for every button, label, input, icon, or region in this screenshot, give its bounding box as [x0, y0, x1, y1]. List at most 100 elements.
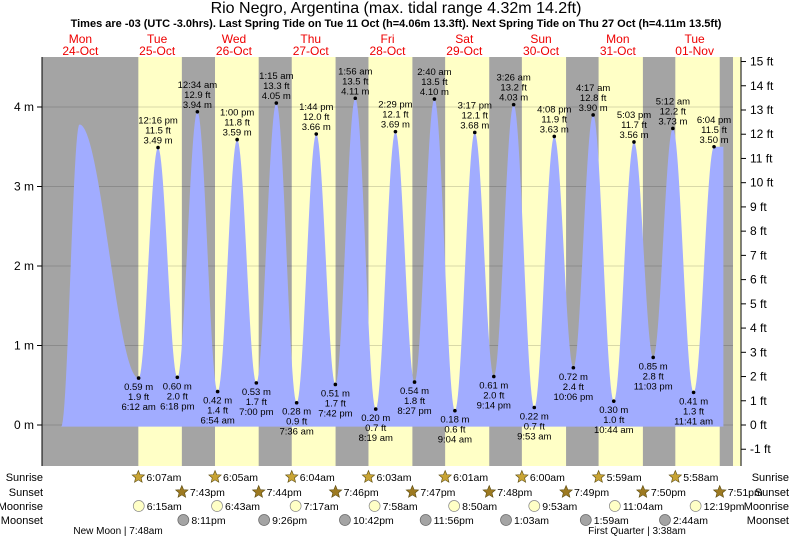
sunrise-icon: [514, 469, 529, 483]
low-tide-label: 2.0 ft: [167, 391, 188, 402]
high-tide-point: [353, 96, 358, 101]
high-tide-label: 2:29 pm: [378, 100, 412, 111]
moonset-icon: [177, 514, 190, 526]
low-tide-point: [532, 405, 537, 410]
day-date: 27-Oct: [293, 44, 330, 58]
y-tick-label-ft: 12 ft: [750, 127, 774, 141]
low-tide-label: 1.8 ft: [404, 396, 425, 407]
chart-title: Rio Negro, Argentina (max. tidal range 4…: [211, 0, 582, 17]
low-tide-point: [373, 407, 378, 411]
moonrise-time: 12:19pm: [704, 501, 745, 513]
moonrise-time: 6:15am: [147, 501, 182, 513]
row-label-sunrise-right: Sunrise: [752, 472, 789, 484]
high-tide-label: 4.10 m: [420, 87, 449, 98]
sunrise-icon: [591, 469, 606, 483]
sunset-icon: [328, 484, 343, 498]
day-name: Sun: [530, 32, 551, 46]
high-tide-label: 4.05 m: [262, 91, 291, 102]
low-tide-point: [333, 382, 338, 387]
low-tide-label: 6:18 pm: [160, 401, 194, 412]
moonrise-time: 7:58am: [383, 501, 418, 513]
sunset-icon: [635, 484, 650, 498]
tide-area: [61, 98, 724, 427]
sunrise-icon: [131, 469, 146, 483]
day-date: 26-Oct: [216, 44, 253, 58]
day-date: 25-Oct: [139, 44, 176, 58]
sunset-icon: [405, 484, 420, 498]
day-date: 30-Oct: [523, 44, 560, 58]
high-tide-point: [274, 101, 279, 105]
high-tide-point: [472, 130, 477, 135]
y-tick-label-ft: 2 ft: [750, 370, 767, 384]
low-tide-point: [136, 376, 141, 380]
high-tide-point: [393, 129, 398, 134]
row-label-sunset-left: Sunset: [9, 487, 43, 499]
high-tide-label: 6:04 pm: [697, 115, 731, 126]
low-tide-point: [611, 399, 616, 403]
high-tide-label: 13.3 ft: [263, 81, 290, 92]
sunrise-time: 5:58am: [683, 472, 718, 484]
y-tick-label-ft: 5 ft: [750, 297, 767, 311]
moonset-time: 1:59am: [594, 515, 629, 527]
moonset-time: 1:03am: [514, 515, 549, 527]
daylight-band: [733, 57, 741, 466]
moonset-time: 11:56pm: [434, 515, 474, 527]
low-tide-label: 1.4 ft: [207, 406, 228, 417]
high-tide-point: [195, 109, 200, 114]
high-tide-point: [432, 97, 437, 101]
low-tide-label: 0.54 m: [400, 386, 429, 397]
low-tide-label: 0.53 m: [242, 387, 271, 398]
high-tide-label: 4:17 am: [576, 83, 610, 94]
low-tide-label: 1.7 ft: [325, 398, 346, 409]
sunrise-time: 6:05am: [223, 472, 258, 484]
moonset-time: 8:11pm: [191, 515, 225, 527]
y-tick-label-m: 4 m: [14, 100, 34, 114]
high-tide-label: 3.49 m: [144, 136, 173, 147]
high-tide-label: 12.9 ft: [184, 90, 211, 101]
tide-curve: [61, 98, 724, 427]
low-tide-point: [175, 375, 180, 380]
y-tick-label-ft: 0 ft: [750, 418, 767, 432]
high-tide-label: 3.90 m: [579, 103, 608, 114]
low-tide-label: 1.3 ft: [683, 406, 704, 417]
sunset-time: 7:43pm: [190, 487, 225, 499]
low-tide-label: 0.22 m: [520, 412, 549, 423]
low-tide-label: 0.9 ft: [286, 417, 307, 428]
low-tide-label: 8:27 pm: [397, 406, 431, 417]
moon-phase-first-quarter: First Quarter | 3:38am: [588, 526, 686, 537]
high-tide-label: 3.50 m: [700, 135, 729, 146]
moonrise-time: 8:50am: [462, 501, 497, 513]
low-tide-label: 0.20 m: [361, 413, 390, 424]
moonrise-icon: [132, 500, 145, 512]
y-tick-label-ft: 9 ft: [750, 200, 767, 214]
row-label-moonset-left: Moonset: [1, 515, 43, 527]
low-tide-label: 2.4 ft: [563, 382, 584, 393]
y-tick-label-m: 0 m: [14, 418, 34, 432]
high-tide-label: 12.0 ft: [303, 112, 330, 123]
moon-phase-new: New Moon | 7:48am: [73, 526, 162, 537]
low-tide-label: 9:04 am: [438, 435, 472, 446]
high-tide-label: 3:17 pm: [458, 100, 492, 111]
low-tide-label: 0.6 ft: [444, 425, 465, 436]
low-tide-label: 7:42 pm: [318, 408, 352, 419]
y-tick-label-ft: 13 ft: [750, 103, 774, 117]
sunrise-icon: [208, 469, 222, 483]
high-tide-label: 1:15 am: [259, 71, 293, 82]
sunset-time: 7:49pm: [574, 487, 609, 499]
axes: 0 m 1 m 2 m 3 m 4 m -1 ft 0 ft 1 ft 2 ft 3 ft 4 ft…: [14, 55, 774, 466]
sunset-icon: [559, 484, 573, 498]
low-tide-label: 0.61 m: [479, 381, 508, 392]
row-label-sunrise-left: Sunrise: [6, 472, 43, 484]
moonrise-icon: [608, 500, 621, 512]
y-tick-label-ft: -1 ft: [750, 442, 771, 456]
low-tide-point: [492, 374, 496, 379]
moonset-icon: [579, 514, 592, 526]
low-tide-label: 9:14 pm: [477, 401, 511, 412]
high-tide-label: 1:56 am: [338, 66, 372, 77]
moonset-icon: [500, 514, 512, 526]
high-tide-point: [671, 126, 675, 131]
sunrise-icon: [668, 469, 683, 483]
y-tick-label-ft: 14 ft: [750, 79, 774, 93]
sunset-icon: [174, 484, 189, 498]
